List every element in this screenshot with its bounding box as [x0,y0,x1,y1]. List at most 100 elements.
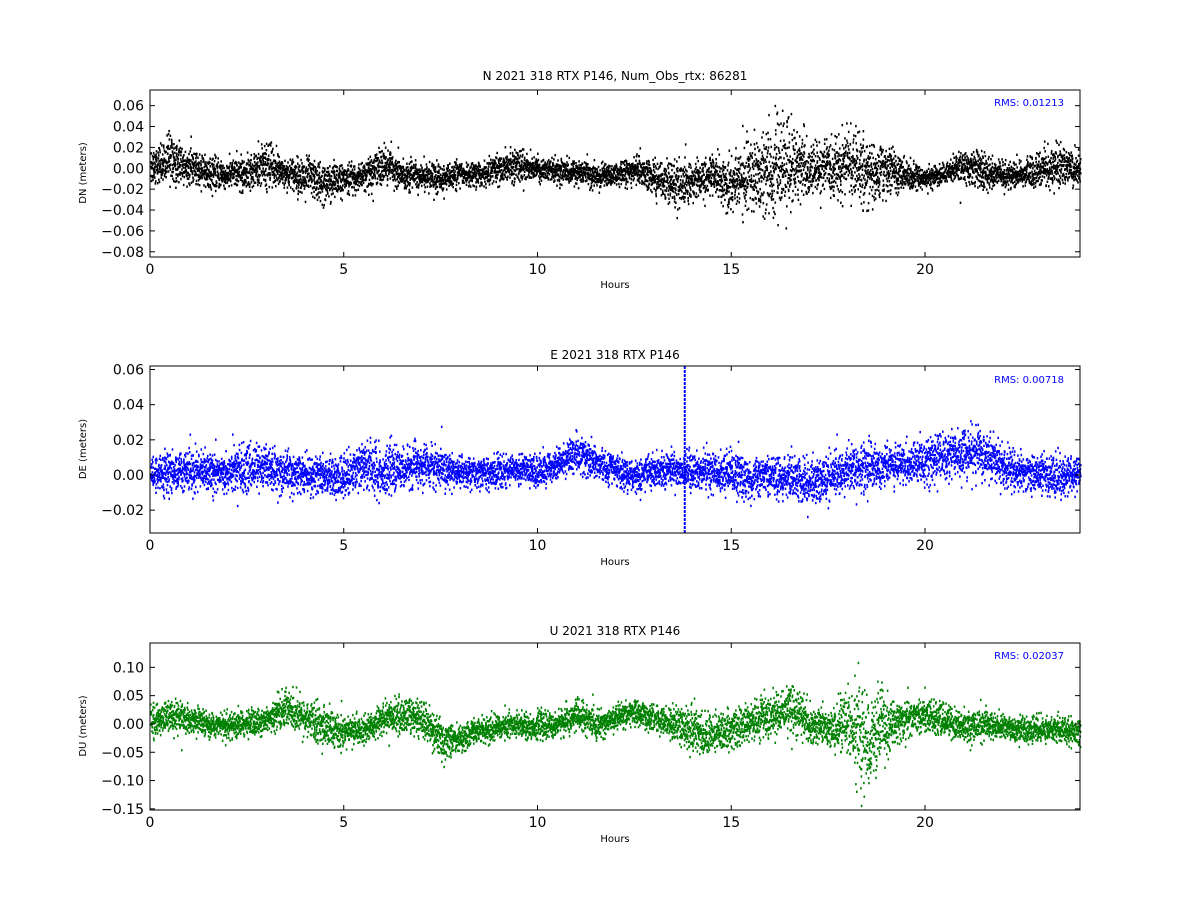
data-point [423,155,425,157]
data-point [236,150,238,152]
data-point [520,150,522,152]
data-point [655,165,657,167]
data-point [495,181,497,183]
data-point [239,190,241,192]
data-point [687,190,689,192]
data-point [171,139,173,141]
data-point [454,170,456,172]
data-point [341,199,343,201]
data-point [727,164,729,166]
data-point [766,156,768,158]
data-point [353,186,355,188]
data-point [795,193,797,195]
data-point [697,160,699,162]
data-point [456,180,458,182]
data-point [729,150,731,152]
data-point [687,193,689,195]
data-point [159,168,161,170]
data-point [771,146,773,148]
data-point [158,160,160,162]
data-point [544,161,546,163]
data-point [492,175,494,177]
data-point [728,201,730,203]
data-point [233,159,235,161]
data-point [293,161,295,163]
data-point [402,173,404,175]
data-point [183,154,185,156]
data-point [709,159,711,161]
data-point [284,182,286,184]
data-point [637,163,639,165]
data-point [241,163,243,165]
data-point [631,178,633,180]
data-point [318,191,320,193]
data-point [475,164,477,166]
data-point [721,175,723,177]
data-point [786,121,788,123]
data-point [745,185,747,187]
data-point [297,156,299,158]
data-point [479,185,481,187]
data-point [322,204,324,206]
data-point [667,182,669,184]
data-point [774,144,776,146]
data-point [328,171,330,173]
data-point [175,177,177,179]
data-point [154,163,156,165]
data-point [770,165,772,167]
data-point [265,153,267,155]
data-point [296,178,298,180]
data-point [266,191,268,193]
data-point [522,154,524,156]
data-point [178,154,180,156]
data-point [281,176,283,178]
data-point [264,163,266,165]
data-point [186,185,188,187]
data-point [728,162,730,164]
data-point [311,180,313,182]
data-point [513,163,515,165]
data-point [364,165,366,167]
data-point [443,169,445,171]
data-point [689,181,691,183]
data-point [647,174,649,176]
data-point [626,181,628,183]
data-point [245,181,247,183]
data-point [177,163,179,165]
data-point [690,187,692,189]
data-point [230,162,232,164]
data-point [713,162,715,164]
data-point [297,171,299,173]
data-point [163,162,165,164]
data-point [736,178,738,180]
data-point [424,186,426,188]
data-point [196,155,198,157]
data-point [773,156,775,158]
data-point [657,186,659,188]
data-point [790,183,792,185]
data-point [748,176,750,178]
data-point [198,164,200,166]
data-point [233,176,235,178]
data-point [717,148,719,150]
data-point [342,184,344,186]
data-point [734,197,736,199]
data-point [745,200,747,202]
data-point [387,184,389,186]
data-point [559,180,561,182]
data-point [746,209,748,211]
data-point [405,169,407,171]
data-point [668,162,670,164]
data-point [780,140,782,142]
data-point [713,183,715,185]
data-point [516,151,518,153]
data-point [405,184,407,186]
data-point [696,192,698,194]
data-point [227,181,229,183]
data-point [426,166,428,168]
data-point [354,168,356,170]
data-point [520,155,522,157]
data-point [756,187,758,189]
data-point [625,183,627,185]
data-point [373,161,375,163]
